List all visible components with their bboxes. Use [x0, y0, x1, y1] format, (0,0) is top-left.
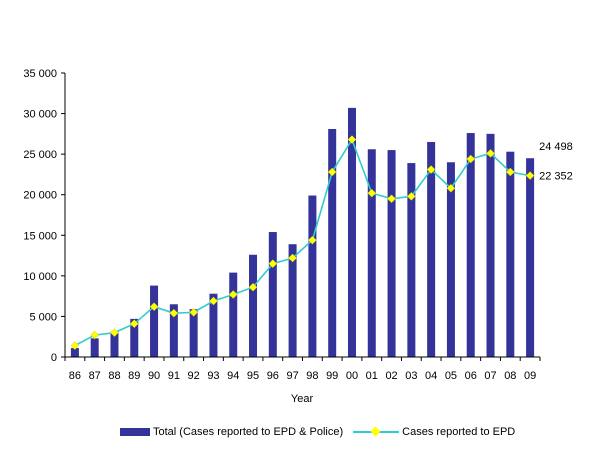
bar-04: [427, 141, 436, 357]
bar-08: [506, 151, 515, 357]
bar-95: [249, 254, 258, 357]
bar-07: [486, 133, 495, 357]
y-tick-label: 25 000: [23, 149, 57, 161]
epd-point-95: [248, 282, 258, 292]
epd-point-02: [387, 194, 396, 204]
legend: Total (Cases reported to EPD & Police) C…: [120, 422, 525, 442]
epd-point-86: [70, 341, 80, 350]
y-tick-label: 20 000: [23, 190, 57, 202]
bar-06: [466, 133, 475, 357]
epd-point-90: [149, 302, 159, 312]
epd-point-89: [129, 319, 139, 329]
x-tick-label: 92: [188, 370, 200, 382]
x-tick-label: 02: [385, 370, 397, 382]
bar-01: [367, 149, 376, 357]
bar-91: [169, 304, 178, 357]
x-tick-label: 94: [227, 370, 239, 382]
axes: [61, 72, 541, 361]
bar-99: [328, 128, 337, 357]
bar-90: [150, 285, 159, 357]
x-axis-label: Year: [291, 393, 314, 405]
x-tick-label: 99: [326, 370, 338, 382]
x-tick-label: 98: [306, 370, 318, 382]
x-tick-label: 96: [267, 370, 279, 382]
bar-93: [209, 293, 218, 357]
bar-94: [229, 272, 238, 357]
epd-point-93: [209, 296, 218, 306]
x-tick-label: 00: [346, 370, 358, 382]
epd-line: [74, 137, 531, 347]
epd-point-99: [327, 167, 337, 177]
x-tick-label: 07: [484, 370, 496, 382]
bar-89: [130, 318, 139, 357]
y-tick-label: 5 000: [29, 311, 57, 323]
epd-point-03: [407, 191, 416, 201]
bar-05: [446, 162, 455, 357]
x-tick-label: 95: [247, 370, 259, 382]
epd-point-08: [505, 167, 515, 177]
bar-87: [90, 338, 99, 357]
x-tick-label: 93: [207, 370, 219, 382]
y-tick-label: 0: [51, 352, 57, 364]
legend-item-epd: Cases reported to EPD: [353, 426, 515, 438]
x-tick-label: 89: [128, 370, 140, 382]
epd-point-91: [169, 308, 179, 318]
x-tick-label: 04: [425, 370, 437, 382]
epd-point-96: [268, 259, 278, 269]
x-tick-label: 08: [504, 370, 516, 382]
epd-point-94: [228, 290, 238, 299]
bar-88: [110, 331, 119, 357]
y-tick-label: 35 000: [23, 68, 57, 80]
x-tick-label: 90: [148, 370, 160, 382]
x-tick-label: 06: [465, 370, 477, 382]
x-tick-label: 86: [69, 370, 81, 382]
bar-86: [70, 348, 79, 357]
legend-item-total: Total (Cases reported to EPD & Police): [120, 426, 343, 438]
epd-point-88: [110, 328, 119, 338]
x-tick-label: 05: [445, 370, 457, 382]
bar-03: [407, 163, 416, 357]
epd-point-00: [347, 135, 357, 144]
epd-point-98: [308, 235, 317, 245]
line-series-epd: [70, 135, 535, 350]
y-tick-label: 15 000: [23, 230, 57, 242]
bar-98: [308, 195, 317, 357]
legend-swatch-total: [120, 428, 150, 436]
epd-point-92: [189, 308, 198, 317]
epd-point-04: [426, 165, 436, 174]
epd-point-01: [367, 188, 377, 198]
epd-point-07: [486, 148, 495, 158]
bar-00: [347, 107, 356, 357]
bar-96: [268, 232, 277, 357]
x-tick-label: 01: [366, 370, 378, 382]
epd-point-09: [525, 171, 535, 180]
data-label: 24 498: [539, 141, 573, 153]
x-tick-label: 91: [168, 370, 180, 382]
epd-point-87: [90, 330, 100, 340]
legend-label-total: Total (Cases reported to EPD & Police): [153, 426, 344, 438]
bar-02: [387, 150, 396, 357]
bar-97: [288, 244, 297, 357]
y-tick-label: 10 000: [23, 271, 57, 283]
bar-09: [526, 158, 535, 357]
epd-point-06: [466, 154, 476, 164]
epd-point-05: [446, 183, 456, 193]
x-tick-label: 87: [89, 370, 101, 382]
epd-point-97: [288, 253, 297, 263]
bar-series-total: [70, 107, 535, 357]
legend-label-epd: Cases reported to EPD: [402, 426, 516, 438]
x-tick-label: 97: [286, 370, 298, 382]
data-label: 22 352: [539, 171, 573, 183]
x-tick-label: 03: [405, 370, 417, 382]
data-labels: 24 498 22 352: [539, 141, 573, 182]
y-tick-label: 30 000: [23, 109, 57, 121]
x-tick-label: 09: [524, 370, 536, 382]
legend-swatch-epd: [353, 426, 400, 438]
bar-92: [189, 309, 198, 357]
x-tick-label: 88: [108, 370, 120, 382]
